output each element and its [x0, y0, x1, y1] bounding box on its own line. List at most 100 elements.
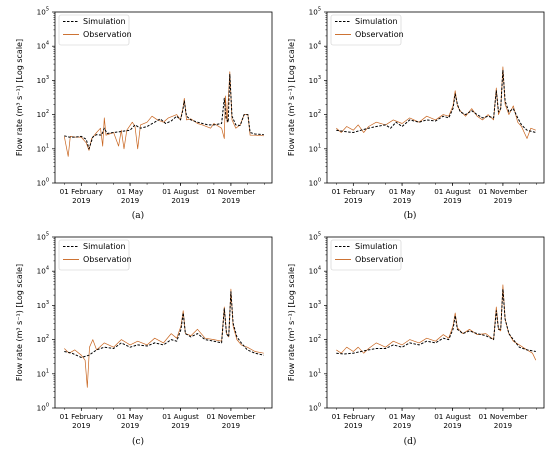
y-tick-base: 10 — [37, 8, 47, 17]
x-tick-label: 01 November — [206, 412, 255, 421]
x-tick-year-label: 2019 — [494, 196, 513, 205]
series-line-simulation — [336, 69, 536, 133]
series-line-simulation — [64, 73, 264, 150]
y-tick-exponent: 0 — [318, 178, 321, 184]
x-tick-year-label: 2019 — [344, 196, 363, 205]
y-axis-label: Flow rate (m³ s⁻¹) [Log scale] — [15, 39, 24, 156]
y-tick-label: 101 — [37, 368, 49, 378]
y-tick-exponent: 2 — [46, 334, 49, 340]
x-tick-year-label: 2019 — [171, 196, 190, 205]
y-tick-exponent: 5 — [318, 232, 321, 238]
y-tick-label: 105 — [309, 232, 321, 242]
y-tick-exponent: 5 — [46, 232, 49, 238]
y-tick-exponent: 2 — [46, 109, 49, 115]
x-tick-year-label: 2019 — [494, 421, 513, 430]
x-tick-label: 01 November — [206, 187, 255, 196]
y-tick-exponent: 1 — [318, 368, 321, 374]
y-tick-base: 10 — [309, 76, 319, 85]
y-tick-exponent: 3 — [318, 75, 321, 81]
y-tick-exponent: 3 — [46, 300, 49, 306]
y-tick-base: 10 — [309, 404, 319, 413]
legend-box — [58, 239, 130, 271]
legend-box — [330, 239, 402, 271]
x-tick-label: 01 February — [332, 187, 376, 196]
y-tick-base: 10 — [37, 233, 47, 242]
y-tick-exponent: 0 — [318, 403, 321, 409]
series-line-observation — [63, 71, 264, 157]
legend-label-simulation: Simulation — [355, 17, 398, 26]
y-tick-base: 10 — [309, 179, 319, 188]
legend-label-observation: Observation — [355, 30, 404, 39]
x-tick-label: 01 May — [117, 412, 144, 421]
panel-label: (b) — [404, 210, 417, 221]
series-line-observation — [336, 284, 537, 361]
y-tick-exponent: 2 — [318, 109, 321, 115]
y-tick-base: 10 — [37, 267, 47, 276]
y-tick-base: 10 — [309, 8, 319, 17]
panel-label: (a) — [132, 210, 144, 221]
y-tick-base: 10 — [309, 42, 319, 51]
x-tick-label: 01 August — [162, 412, 199, 421]
y-tick-label: 103 — [309, 300, 321, 310]
series-line-observation — [64, 288, 264, 388]
y-tick-exponent: 1 — [46, 368, 49, 374]
y-tick-label: 105 — [309, 7, 321, 17]
y-tick-base: 10 — [309, 301, 319, 310]
y-tick-exponent: 1 — [46, 143, 49, 149]
y-tick-label: 104 — [37, 41, 49, 51]
y-tick-exponent: 3 — [318, 300, 321, 306]
y-tick-exponent: 0 — [46, 178, 49, 184]
legend-label-observation: Observation — [355, 255, 404, 264]
x-tick-label: 01 May — [389, 412, 416, 421]
y-tick-label: 103 — [37, 300, 49, 310]
y-tick-label: 100 — [37, 403, 49, 413]
x-tick-label: 01 November — [478, 187, 527, 196]
y-tick-exponent: 4 — [318, 266, 321, 272]
y-tick-label: 104 — [37, 266, 49, 276]
y-tick-base: 10 — [309, 267, 319, 276]
y-tick-label: 102 — [309, 334, 321, 344]
y-tick-base: 10 — [309, 110, 319, 119]
y-axis-label: Flow rate (m³ s⁻¹) [Log scale] — [287, 264, 296, 381]
y-axis-label: Flow rate (m³ s⁻¹) [Log scale] — [287, 39, 296, 156]
legend-label-simulation: Simulation — [355, 242, 398, 251]
x-tick-label: 01 August — [162, 187, 199, 196]
y-tick-label: 100 — [309, 403, 321, 413]
y-tick-exponent: 5 — [46, 7, 49, 13]
x-tick-label: 01 February — [332, 412, 376, 421]
y-tick-exponent: 2 — [318, 334, 321, 340]
x-tick-year-label: 2019 — [393, 421, 412, 430]
y-tick-base: 10 — [309, 233, 319, 242]
y-tick-exponent: 4 — [46, 41, 49, 47]
y-tick-label: 102 — [37, 109, 49, 119]
y-tick-base: 10 — [37, 369, 47, 378]
y-tick-exponent: 0 — [46, 403, 49, 409]
x-tick-year-label: 2019 — [171, 421, 190, 430]
y-tick-label: 104 — [309, 41, 321, 51]
y-tick-label: 102 — [309, 109, 321, 119]
y-tick-base: 10 — [37, 335, 47, 344]
y-tick-base: 10 — [37, 42, 47, 51]
x-tick-year-label: 2019 — [121, 196, 140, 205]
y-tick-label: 104 — [309, 266, 321, 276]
y-tick-base: 10 — [37, 404, 47, 413]
x-tick-year-label: 2019 — [72, 196, 91, 205]
y-tick-label: 102 — [37, 334, 49, 344]
panel-label: (c) — [132, 436, 144, 447]
y-tick-exponent: 4 — [46, 266, 49, 272]
x-tick-year-label: 2019 — [443, 196, 462, 205]
series-line-simulation — [64, 291, 264, 358]
x-tick-label: 01 May — [389, 187, 416, 196]
y-tick-exponent: 3 — [46, 75, 49, 81]
y-tick-label: 105 — [37, 7, 49, 17]
x-tick-label: 01 November — [478, 412, 527, 421]
x-tick-label: 01 August — [434, 187, 471, 196]
panel-label: (d) — [404, 436, 417, 447]
x-tick-year-label: 2019 — [222, 421, 241, 430]
x-tick-label: 01 February — [60, 412, 104, 421]
y-tick-label: 101 — [37, 143, 49, 153]
y-tick-base: 10 — [37, 144, 47, 153]
y-tick-base: 10 — [37, 179, 47, 188]
